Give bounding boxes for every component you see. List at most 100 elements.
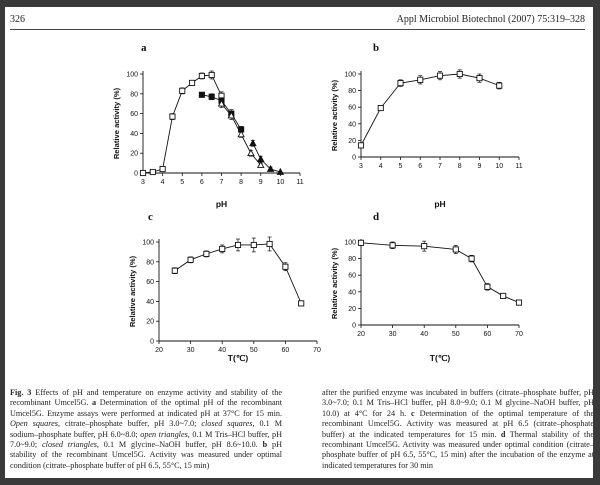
panel-a-y-tick-label: 20 bbox=[130, 151, 138, 158]
caption-run: Thermal stability of the recombinant Umc… bbox=[322, 429, 593, 470]
panel-b-x-tick-label: 7 bbox=[438, 163, 442, 170]
panel-d-x-tick-label: 60 bbox=[484, 331, 492, 338]
caption-run: Fig. 3 bbox=[10, 388, 32, 397]
panel-c-series-0-point bbox=[203, 250, 210, 257]
panel-d-x-tick-label: 40 bbox=[420, 331, 428, 338]
panel-c-series-0-line bbox=[174, 243, 302, 304]
panel-a-series-2-point bbox=[237, 130, 245, 138]
panel-c-series-0-point bbox=[266, 240, 273, 248]
caption-run: Determination of the optimal temperature… bbox=[322, 408, 593, 439]
panel-b-x-label: pH bbox=[434, 199, 445, 209]
panel-c-y-tick-label: 100 bbox=[142, 240, 154, 247]
caption-run: d bbox=[500, 429, 506, 439]
caption-run: , citrate–phosphate buffer, pH 3.0~7.0; bbox=[57, 419, 202, 429]
panel-c-series-0-point bbox=[187, 256, 194, 263]
caption-run: Open squares bbox=[10, 419, 58, 429]
panel-b-x-tick-label: 3 bbox=[359, 163, 363, 170]
figure-caption-left: Fig. 3 Effects of pH and temperature on … bbox=[10, 388, 282, 471]
panel-a-x-tick-label: 5 bbox=[180, 179, 184, 186]
panel-b-y-tick-label: 80 bbox=[348, 88, 356, 95]
panel-d-x-tick-label: 20 bbox=[357, 331, 365, 338]
panel-d-letter: d bbox=[373, 211, 379, 223]
panel-a-series-3-point bbox=[256, 154, 265, 162]
panel-b-series-0-point bbox=[377, 104, 384, 112]
panel-c-y-tick-label: 0 bbox=[150, 339, 154, 346]
panel-b-series-0-point bbox=[496, 82, 503, 89]
panel-d-series-0-point bbox=[389, 242, 396, 249]
panel-a-x-tick-label: 9 bbox=[259, 179, 263, 186]
panel-a-y-tick-label: 0 bbox=[134, 171, 138, 178]
panel-a-x-tick-label: 8 bbox=[239, 179, 243, 186]
panel-a-series-0-point bbox=[169, 113, 176, 120]
panel-b-y-tick-label: 40 bbox=[348, 121, 356, 128]
panel-a-series-3-line bbox=[252, 143, 281, 173]
panel-d-x-tick-label: 50 bbox=[452, 331, 460, 338]
panel-a-series-3-point bbox=[276, 167, 285, 175]
panel-b-series-0-line bbox=[360, 73, 500, 146]
panel-a-series-1-point bbox=[198, 91, 205, 98]
panel-b-x-tick-label: 5 bbox=[399, 163, 403, 170]
panel-a-series-2-point bbox=[217, 99, 226, 107]
caption-run: , 0.1 M sodium–phosphate buffer, pH 6.0~… bbox=[10, 419, 283, 439]
panel-d-y-tick-label: 40 bbox=[348, 289, 356, 296]
panel-a-series-0-point bbox=[179, 87, 186, 94]
panel-c-y-tick-label: 60 bbox=[146, 279, 154, 286]
panel-d-series-0-point bbox=[468, 255, 475, 262]
panel-a-y-tick-label: 40 bbox=[130, 131, 138, 138]
panel-c-letter: c bbox=[148, 211, 153, 223]
panel-a-x-label: pH bbox=[216, 199, 227, 209]
caption-run: open triangles bbox=[140, 429, 188, 439]
caption-run: pH stability of the recombinant Umcel5G.… bbox=[10, 440, 282, 470]
panel-b-x-tick-label: 9 bbox=[478, 163, 482, 170]
panel-a-letter: a bbox=[141, 42, 147, 54]
panel-c-y-tick-label: 80 bbox=[146, 259, 154, 266]
panel-c-series-0-point bbox=[234, 241, 242, 249]
panel-d-y-tick-label: 0 bbox=[352, 323, 356, 330]
panel-c-x-tick-label: 50 bbox=[250, 347, 258, 354]
panel-a-series-2-point bbox=[227, 111, 236, 119]
panel-c-x-tick-label: 30 bbox=[187, 347, 195, 354]
caption-run: b bbox=[262, 440, 268, 450]
panel-b-series-0-point bbox=[436, 72, 444, 79]
panel-a-series-2-point bbox=[256, 160, 265, 168]
panel-a-x-tick-label: 4 bbox=[161, 179, 165, 186]
panel-d-y-tick-label: 60 bbox=[348, 273, 356, 280]
panel-b-series-0-point bbox=[456, 70, 463, 78]
panel-d-series-0-point bbox=[357, 239, 365, 246]
panel-a-x-tick-label: 10 bbox=[276, 179, 284, 186]
panel-b-series-0-point bbox=[357, 142, 365, 149]
panel-d-x-tick-label: 30 bbox=[389, 331, 397, 338]
panel-c-y-tick-label: 40 bbox=[146, 299, 154, 306]
panel-a-x-tick-label: 6 bbox=[200, 179, 204, 186]
panel-a-y-tick-label: 100 bbox=[126, 72, 138, 79]
panel-d-y-tick-label: 80 bbox=[348, 256, 356, 263]
caption-run: Determination of the optimal pH of the r… bbox=[10, 398, 282, 418]
panel-c-series-0-point bbox=[298, 300, 305, 307]
panel-a-series-0-point bbox=[139, 169, 147, 177]
panel-b-x-tick-label: 4 bbox=[379, 163, 383, 170]
panel-c-x-tick-label: 60 bbox=[282, 347, 290, 354]
panel-a-x-tick-label: 3 bbox=[141, 179, 145, 186]
panel-b-y-tick-label: 20 bbox=[348, 138, 356, 145]
panel-a-y-tick-label: 60 bbox=[130, 111, 138, 118]
page-number: 326 bbox=[10, 14, 25, 25]
panel-a-x-tick-label: 7 bbox=[220, 179, 224, 186]
panel-b-y-label: Relative activity (%) bbox=[330, 79, 339, 151]
caption-run: closed squares bbox=[201, 419, 253, 429]
panel-d-series-0-line bbox=[360, 242, 520, 304]
panel-d-series-0-point bbox=[500, 292, 507, 300]
caption-run: , 0.1 M glycine–NaOH buffer, pH 8.6~10.0… bbox=[96, 440, 263, 450]
panel-c-series-0-point bbox=[219, 245, 226, 252]
panel-b-series-0-point bbox=[397, 80, 404, 87]
panel-a-series-0-point bbox=[208, 71, 215, 79]
caption-run: after the purified enzyme was incubated … bbox=[322, 388, 593, 418]
panel-b-y-tick-label: 0 bbox=[352, 155, 356, 162]
panel-d-y-tick-label: 100 bbox=[344, 240, 356, 247]
caption-run: c bbox=[411, 408, 415, 418]
panel-d-series-0-point bbox=[421, 243, 428, 250]
caption-run: Effects of pH and temperature on enzyme … bbox=[10, 388, 282, 408]
panel-d-y-tick-label: 20 bbox=[348, 306, 356, 313]
panel-b-x-tick-label: 10 bbox=[495, 163, 503, 170]
caption-run: closed triangles bbox=[42, 440, 97, 450]
